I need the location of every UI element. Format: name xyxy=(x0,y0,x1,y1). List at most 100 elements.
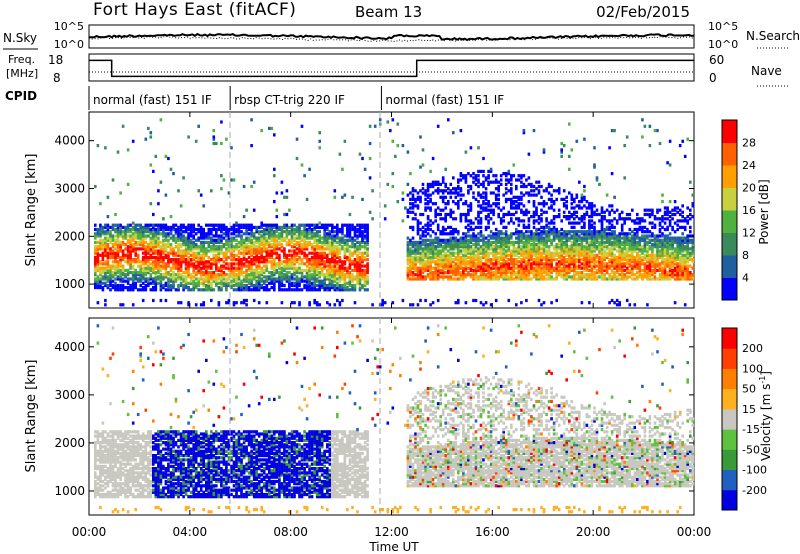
heatmap-cell xyxy=(247,251,251,255)
heatmap-cell xyxy=(353,243,357,247)
heatmap-cell xyxy=(99,271,102,275)
heatmap-cell xyxy=(96,253,100,257)
heatmap-cell xyxy=(441,273,445,277)
heatmap-cell xyxy=(288,240,291,244)
heatmap-cell xyxy=(598,219,601,223)
heatmap-cell xyxy=(358,152,362,156)
heatmap-cell xyxy=(358,240,362,244)
heatmap-cell xyxy=(424,245,427,249)
heatmap-cell xyxy=(285,262,289,266)
heatmap-cell xyxy=(522,232,526,236)
heatmap-cell xyxy=(293,223,296,227)
heatmap-cell xyxy=(436,180,440,184)
heatmap-cell xyxy=(537,243,541,247)
heatmap-cell xyxy=(588,253,591,257)
heatmap-cell xyxy=(278,240,281,244)
heatmap-cell xyxy=(104,281,107,285)
heatmap-cell xyxy=(129,243,132,247)
heatmap-cell xyxy=(578,236,581,240)
heatmap-cell xyxy=(94,240,97,244)
heatmap-cell xyxy=(517,197,521,201)
heatmap-cell xyxy=(222,271,226,275)
heatmap-cell xyxy=(542,225,546,229)
heatmap-cell xyxy=(245,277,248,281)
heatmap-cell xyxy=(600,262,604,266)
heatmap-cell xyxy=(162,286,165,290)
heatmap-cell xyxy=(444,260,447,264)
heatmap-cell xyxy=(588,206,591,210)
heatmap-cell xyxy=(159,251,163,255)
heatmap-cell xyxy=(545,268,548,272)
heatmap-cell xyxy=(600,255,604,260)
heatmap-cell xyxy=(326,301,329,305)
heatmap-cell xyxy=(104,232,107,236)
heatmap-cell xyxy=(275,208,279,212)
heatmap-cell xyxy=(167,227,170,232)
heatmap-cell xyxy=(580,206,584,210)
heatmap-cell xyxy=(469,258,473,262)
heatmap-cell xyxy=(578,180,581,184)
heatmap-cell xyxy=(257,281,261,285)
heatmap-cell xyxy=(129,277,132,281)
heatmap-cell xyxy=(270,273,274,277)
heatmap-cell xyxy=(560,154,563,158)
heatmap-cell xyxy=(474,174,478,178)
heatmap-cell xyxy=(406,253,410,257)
heatmap-cell xyxy=(583,212,586,217)
heatmap-cell xyxy=(331,230,334,234)
heatmap-cell xyxy=(431,230,435,234)
heatmap-cell xyxy=(441,225,445,229)
heatmap-cell xyxy=(225,247,228,251)
heatmap-cell xyxy=(298,247,301,251)
heatmap-cell xyxy=(152,245,155,249)
heatmap-cell xyxy=(520,234,523,238)
heatmap-cell xyxy=(532,200,536,204)
heatmap-cell xyxy=(444,258,447,262)
heatmap-cell xyxy=(187,258,190,262)
heatmap-cell xyxy=(419,240,422,244)
nave-tick-top: 60 xyxy=(709,53,724,67)
heatmap-cell xyxy=(154,264,158,268)
heatmap-cell xyxy=(222,255,226,260)
heatmap-cell xyxy=(593,271,596,275)
heatmap-cell xyxy=(545,277,548,281)
heatmap-cell xyxy=(305,275,309,279)
heatmap-cell xyxy=(444,195,447,199)
heatmap-cell xyxy=(192,268,195,272)
heatmap-cell xyxy=(172,260,175,264)
heatmap-cell xyxy=(570,195,574,199)
heatmap-cell xyxy=(298,266,301,270)
heatmap-cell xyxy=(482,264,485,268)
heatmap-cell xyxy=(114,238,117,242)
heatmap-cell xyxy=(237,223,241,227)
heatmap-cell xyxy=(152,251,155,255)
heatmap-cell xyxy=(585,230,589,234)
heatmap-cell xyxy=(323,281,326,285)
heatmap-cell xyxy=(187,240,190,244)
heatmap-cell xyxy=(371,217,374,221)
heatmap-cell xyxy=(179,236,183,240)
heatmap-cell xyxy=(278,232,281,236)
heatmap-cell xyxy=(439,245,442,249)
heatmap-cell xyxy=(237,260,241,264)
heatmap-cell xyxy=(353,258,357,262)
heatmap-cell xyxy=(313,283,316,288)
heatmap-cell xyxy=(588,221,591,225)
heatmap-cell xyxy=(237,234,241,238)
heatmap-cell xyxy=(573,277,576,281)
heatmap-cell xyxy=(283,255,286,260)
heatmap-cell xyxy=(593,234,596,238)
heatmap-cell xyxy=(457,238,460,242)
heatmap-cell xyxy=(504,238,508,242)
heatmap-cell xyxy=(540,253,543,257)
heatmap-cell xyxy=(590,275,594,279)
heatmap-cell xyxy=(530,266,533,270)
heatmap-cell xyxy=(346,249,349,253)
heatmap-cell xyxy=(588,273,591,277)
heatmap-cell xyxy=(270,260,274,264)
heatmap-cell xyxy=(162,234,165,238)
heatmap-cell xyxy=(494,271,498,275)
heatmap-cell xyxy=(532,193,536,197)
heatmap-cell xyxy=(149,281,153,285)
heatmap-cell xyxy=(578,217,581,221)
